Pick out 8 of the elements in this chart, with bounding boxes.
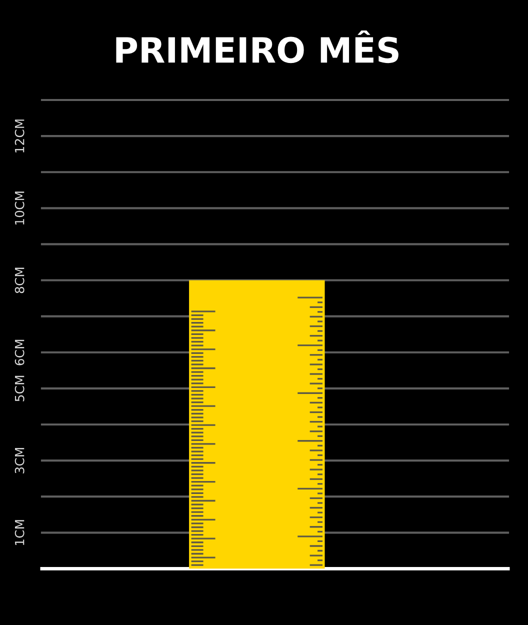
y-tick-label: 6CM (14, 340, 24, 366)
y-tick-label: 3CM (14, 448, 24, 474)
y-tick-label: 5CM (14, 376, 24, 402)
y-tick-label: 1CM (14, 520, 24, 546)
y-tick-label: 8CM (14, 268, 24, 294)
chart-title: PRIMEIRO MÊS (116, 30, 398, 64)
y-tick-label: 10CM (14, 192, 24, 224)
y-tick-label: 12CM (14, 120, 24, 152)
